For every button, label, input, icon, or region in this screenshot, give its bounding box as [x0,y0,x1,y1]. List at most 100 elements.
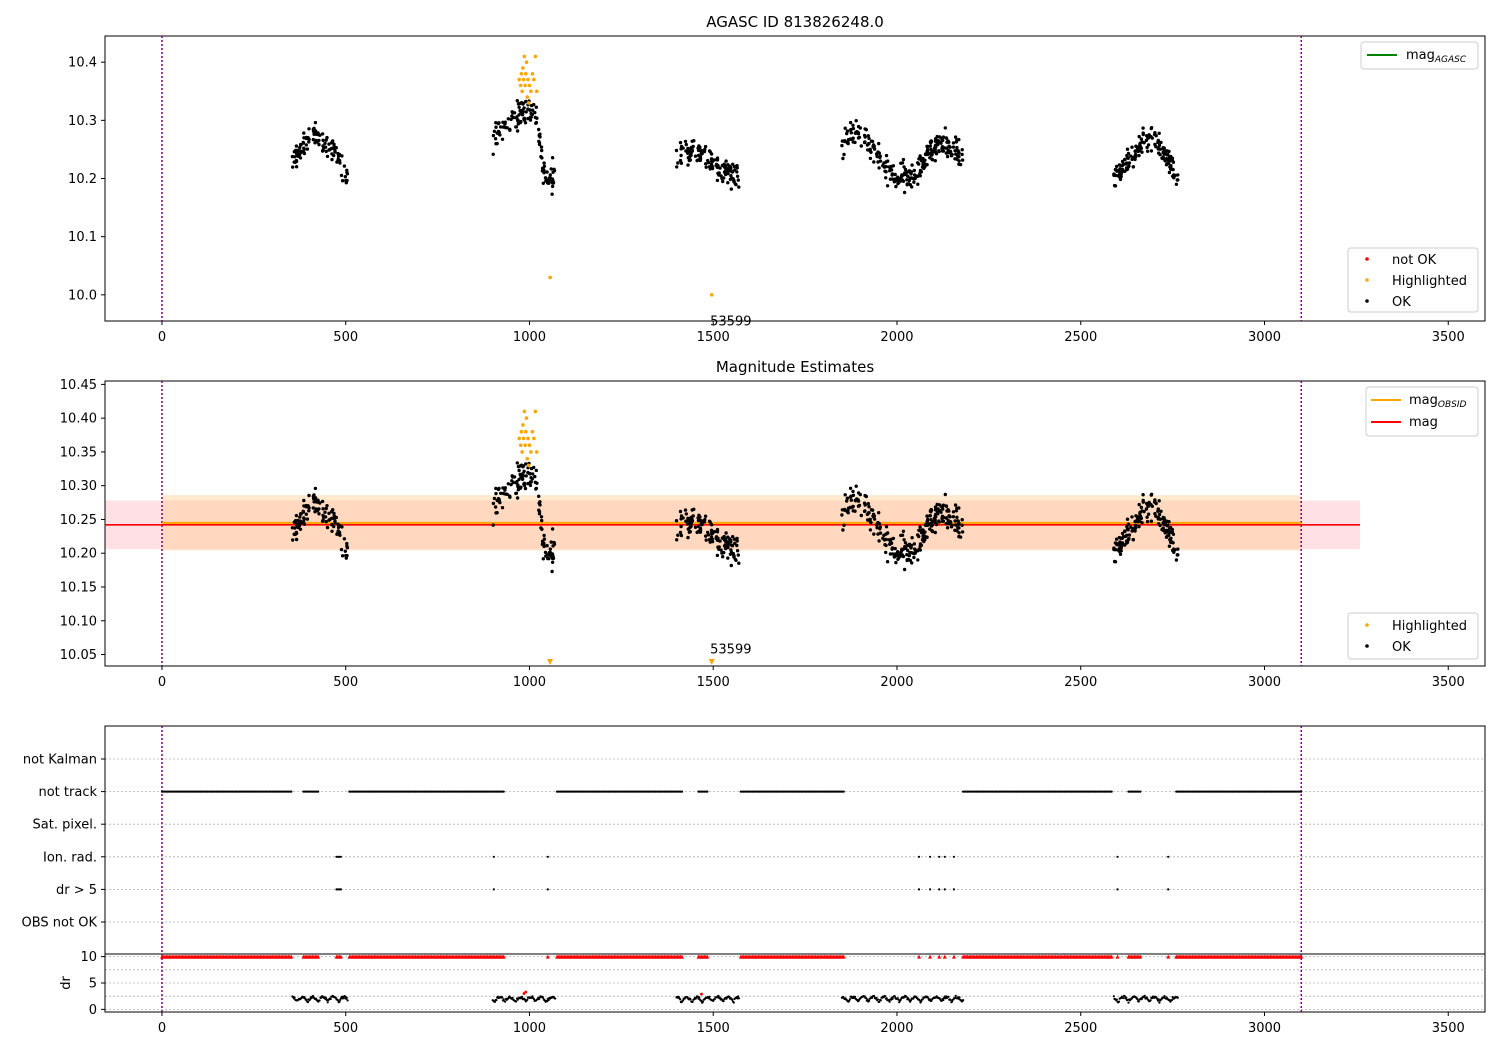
estimates-offscale-marker-1 [708,659,715,665]
agasc-ok-point-89 [312,126,316,130]
agasc-ok-point-203 [537,127,541,132]
estimates-ok-point-4 [313,510,317,514]
agasc-xtick-label-5: 2500 [1064,330,1097,345]
estimates-ok-point-355 [737,561,741,565]
estimates-ok-point-64 [323,515,328,519]
dr-point-456 [1143,994,1146,998]
agasc-ok-point-641 [956,155,960,159]
dr-point-356 [920,1000,923,1003]
estimates-ok-point-645 [920,530,925,535]
agasc-ok-point-145 [523,121,528,125]
agasc-ok-point-582 [937,149,941,153]
dr-point-328 [899,998,902,1001]
agasc-ok-point-769 [1131,165,1136,169]
agasc-ok-point-467 [912,168,916,173]
estimates-ok-point-107 [336,522,340,526]
estimates-ok-point-183 [509,482,513,487]
agasc-ok-point-332 [726,167,730,171]
agasc-ok-point-510 [960,148,964,152]
agasc-ok-point-41 [317,142,321,147]
estimates-ok-point-401 [944,516,949,520]
agasc-ok-point-643 [855,130,859,134]
estimates-xtick-label-5: 2500 [1064,675,1097,690]
estimates-ok-point-277 [735,549,740,553]
dr-point-501 [1176,996,1179,999]
estimates-ok-point-314 [679,517,683,521]
estimates-ok-point-381 [953,503,958,507]
estimates-ok-point-163 [534,468,538,473]
dr-capped-point-209 [501,954,506,959]
agasc-highlighted-point-17 [533,54,538,59]
dr-capped-point-574 [937,954,942,959]
agasc-ok-point-378 [690,147,694,151]
agasc-ok-point-764 [1145,145,1149,150]
agasc-ok-point-403 [864,128,868,132]
dr-point-408 [958,996,961,999]
agasc-ok-point-784 [1114,164,1119,169]
estimates-ok-point-795 [1169,540,1173,545]
estimates-ok-point-220 [522,482,526,486]
estimates-ok-point-188 [533,480,537,484]
agasc-ok-point-601 [851,126,856,131]
agasc-ok-point-531 [851,140,855,144]
estimates-ok-point-251 [679,524,683,529]
agasc-ok-point-756 [1161,146,1165,150]
agasc-highlighted-point-1 [518,83,523,88]
estimates-ok-point-349 [708,540,712,544]
agasc-ok-point-349 [708,167,712,171]
estimates-ok-point-266 [684,519,688,523]
estimates-ok-point-228 [521,464,526,468]
estimates-ok-point-564 [854,484,858,488]
estimates-ok-point-591 [872,514,876,518]
dr-point-240 [732,1001,735,1004]
estimates-ok-point-799 [1123,529,1127,533]
agasc-ok-point-102 [327,148,331,152]
agasc-ok-point-684 [1145,149,1150,153]
estimates-ok-point-197 [491,523,495,527]
dr-xtick-label-3: 1500 [697,1021,730,1036]
dr-point-313 [888,1000,891,1003]
agasc-ok-point-406 [899,161,903,165]
agasc-ok-point-680 [1167,170,1172,175]
agasc-ok-point-781 [1158,147,1163,151]
estimates-ytick-label-1: 10.10 [60,614,97,629]
estimates-ok-point-439 [890,546,895,550]
agasc-ok-point-137 [542,161,546,165]
agasc-xtick-label-6: 3000 [1248,330,1281,345]
estimates-ok-point-182 [500,506,505,510]
agasc-ok-point-450 [877,166,881,170]
agasc-ok-point-617 [929,139,933,143]
agasc-ok-point-190 [517,113,521,117]
estimates-ok-point-282 [736,553,740,557]
agasc-highlighted-point-15 [530,72,535,76]
agasc-ok-point-590 [894,178,899,182]
agasc-ok-point-192 [538,132,542,136]
estimates-ok-point-443 [878,527,882,531]
estimates-ok-point-794 [1163,518,1167,523]
estimates-ok-point-232 [524,474,528,478]
estimates-ok-point-459 [840,513,844,517]
estimates-ok-point-360 [725,543,729,548]
agasc-highlighted-point-5 [521,77,526,82]
estimates-highlighted-point-17 [533,409,538,414]
flags-panel: not Kalman not track Sat. pixel. Ion. rad. d… [22,725,1486,955]
estimates-ok-point-640 [916,549,920,553]
estimates-line-legend-label-1: mag [1409,415,1438,430]
dr-point-132 [532,997,536,1001]
estimates-highlighted-point-9 [524,416,529,420]
agasc-ok-point-370 [728,177,733,182]
estimates-ok-point-515 [866,518,870,522]
dr-red-point-0 [522,992,526,995]
agasc-ok-point-549 [848,137,852,141]
dr-point-370 [930,999,933,1002]
agasc-ok-point-508 [907,178,911,183]
agasc-ok-point-251 [679,153,683,158]
flags-point-566 [1300,790,1303,793]
dr-capped-point-99 [316,954,321,959]
estimates-ok-point-779 [1156,507,1161,511]
estimates-ok-point-793 [1139,516,1144,520]
dr-point-152 [547,999,550,1002]
estimates-ok-point-213 [528,480,533,484]
estimates-ok-point-508 [907,553,911,558]
agasc-ok-point-365 [715,158,719,162]
